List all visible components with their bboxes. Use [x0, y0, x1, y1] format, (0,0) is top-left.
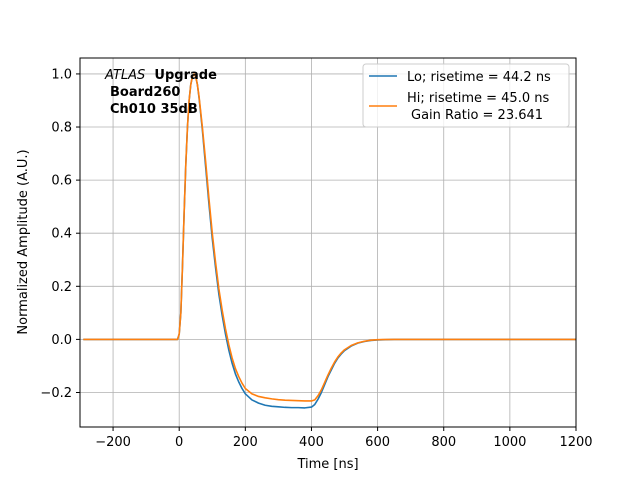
x-tick-label: 1000	[493, 435, 526, 450]
legend-label-hi-line2: Gain Ratio = 23.641	[411, 108, 543, 123]
y-tick-label: 0.2	[51, 280, 72, 295]
x-tick-label: −200	[95, 435, 131, 450]
x-tick-label: 400	[299, 435, 324, 450]
y-axis-label: Normalized Amplitude (A.U.)	[16, 149, 31, 334]
x-tick-label: 600	[365, 435, 390, 450]
y-tick-label: 0.0	[51, 333, 72, 348]
y-tick-label: −0.2	[40, 386, 72, 401]
x-tick-label: 200	[233, 435, 258, 450]
x-tick-label: 0	[175, 435, 183, 450]
y-tick-label: 0.8	[51, 121, 72, 136]
annotation-line3: Ch010 35dB	[110, 102, 198, 117]
x-tick-label: 1200	[559, 435, 592, 450]
plot-frame	[79, 57, 577, 428]
x-tick-label: 800	[431, 435, 456, 450]
x-axis-label: Time [ns]	[296, 457, 358, 472]
legend-label-hi: Hi; risetime = 45.0 ns	[407, 91, 549, 106]
legend-label-lo: Lo; risetime = 44.2 ns	[407, 70, 551, 85]
legend: Lo; risetime = 44.2 ns Hi; risetime = 45…	[362, 63, 570, 128]
data-lines	[83, 73, 576, 409]
ticks: −200 0 200 400 600 800 1000 1200 −0.2 0.0 0.2 0.4 0.…	[40, 67, 592, 450]
series-hi-line	[83, 73, 576, 402]
y-tick-label: 1.0	[51, 67, 72, 82]
y-tick-label: 0.4	[51, 227, 72, 242]
legend-box	[362, 63, 570, 128]
annotation: ATLAS Upgrade Board260 Ch010 35dB	[104, 68, 217, 117]
annotation-line2: Board260	[110, 85, 180, 100]
annotation-bold: Upgrade	[154, 68, 217, 83]
y-tick-label: 0.6	[51, 174, 72, 189]
svg-text:ATLAS Upgrade: ATLAS Upgrade	[104, 68, 217, 83]
annotation-italic: ATLAS	[104, 68, 145, 83]
